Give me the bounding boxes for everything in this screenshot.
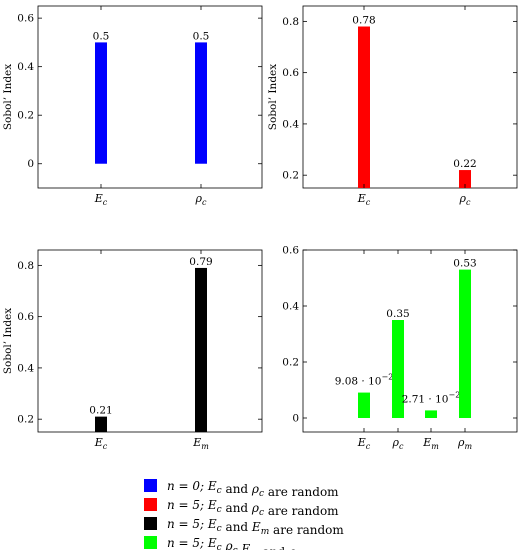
y-tick-label: 0.4 <box>17 362 34 374</box>
panel-top-right: 0.2 0.4 0.6 0.8 Sobol’ Index Ec 0.78 ρc 0.22 <box>267 5 518 207</box>
legend-entry: n = 0; Ec and ρc are random <box>167 479 339 499</box>
data-label: 0.5 <box>93 30 110 42</box>
panel-bottom-left: 0.2 0.4 0.6 0.8 Sobol’ Index Ec 0.21 Em 0.79 <box>2 249 263 451</box>
y-axis-label: Sobol’ Index <box>2 308 14 374</box>
data-label: 0.22 <box>453 158 476 170</box>
legend-swatch <box>144 536 157 549</box>
data-label: 0.35 <box>386 308 409 320</box>
y-tick-label: 0.6 <box>282 245 299 257</box>
bar <box>425 410 437 418</box>
x-tick-label: Ec <box>357 436 371 451</box>
y-tick-label: 0 <box>292 413 299 425</box>
bar <box>459 170 471 188</box>
bar <box>392 320 404 418</box>
plot-frame <box>302 249 518 433</box>
plot-frame <box>37 249 263 433</box>
data-label: 0.79 <box>189 256 212 268</box>
data-label: 0.78 <box>352 15 375 27</box>
data-label: 2.71 · 10−2 <box>402 390 461 405</box>
y-tick-label: 0.4 <box>282 301 299 313</box>
panel-bottom-right: 0 0.2 0.4 0.6 Ec 9.08 · 10−2 ρc 0.35 Em 2.71 · 10… <box>282 245 518 451</box>
bar <box>459 269 471 418</box>
y-tick-label: 0.8 <box>17 260 34 272</box>
y-tick-label: 0.2 <box>282 170 299 182</box>
legend-swatch <box>144 517 157 530</box>
x-tick-label: ρc <box>459 192 471 207</box>
x-tick-label: Em <box>422 436 439 451</box>
panel-top-left: 0 0.2 0.4 0.6 Sobol’ Index Ec 0.5 ρc 0.5 <box>2 5 263 207</box>
legend-entry: n = 5; Ec and ρc are random <box>167 498 339 518</box>
bar <box>358 26 370 188</box>
y-tick-label: 0.6 <box>282 67 299 79</box>
y-tick-label: 0.4 <box>17 61 34 73</box>
legend-entry: n = 5; Ec and Em are random <box>167 517 344 537</box>
data-label: 0.5 <box>193 30 210 42</box>
x-tick-label: ρc <box>195 192 207 207</box>
y-tick-label: 0.6 <box>17 13 34 25</box>
x-tick-label: Ec <box>94 192 108 207</box>
data-label: 0.21 <box>89 405 112 417</box>
bar <box>95 42 107 164</box>
y-tick-label: 0.2 <box>17 110 34 122</box>
y-tick-label: 0.6 <box>17 311 34 323</box>
bar <box>195 42 207 164</box>
y-tick-label: 0.4 <box>282 118 299 130</box>
y-axis-label: Sobol’ Index <box>2 64 14 130</box>
x-tick-label: ρc <box>392 436 404 451</box>
y-tick-label: 0.2 <box>282 357 299 369</box>
legend-swatch <box>144 479 157 492</box>
y-axis-label: Sobol’ Index <box>267 64 279 130</box>
bar <box>358 392 370 418</box>
x-tick-label: ρm <box>457 436 472 451</box>
data-label: 0.53 <box>453 258 476 270</box>
bar <box>95 416 107 432</box>
y-tick-label: 0.2 <box>17 414 34 426</box>
x-tick-label: Ec <box>94 436 108 451</box>
bar <box>195 267 207 432</box>
plot-frame <box>302 5 518 189</box>
x-tick-label: Ec <box>357 192 371 207</box>
y-tick-label: 0.8 <box>282 16 299 28</box>
y-tick-label: 0 <box>27 158 34 170</box>
x-tick-label: Em <box>192 436 209 451</box>
plot-frame <box>37 5 263 189</box>
legend-entry: n = 5; Ec ρc Em and ρm are random <box>167 536 380 550</box>
legend-swatch <box>144 498 157 511</box>
data-label: 9.08 · 10−2 <box>335 373 394 388</box>
